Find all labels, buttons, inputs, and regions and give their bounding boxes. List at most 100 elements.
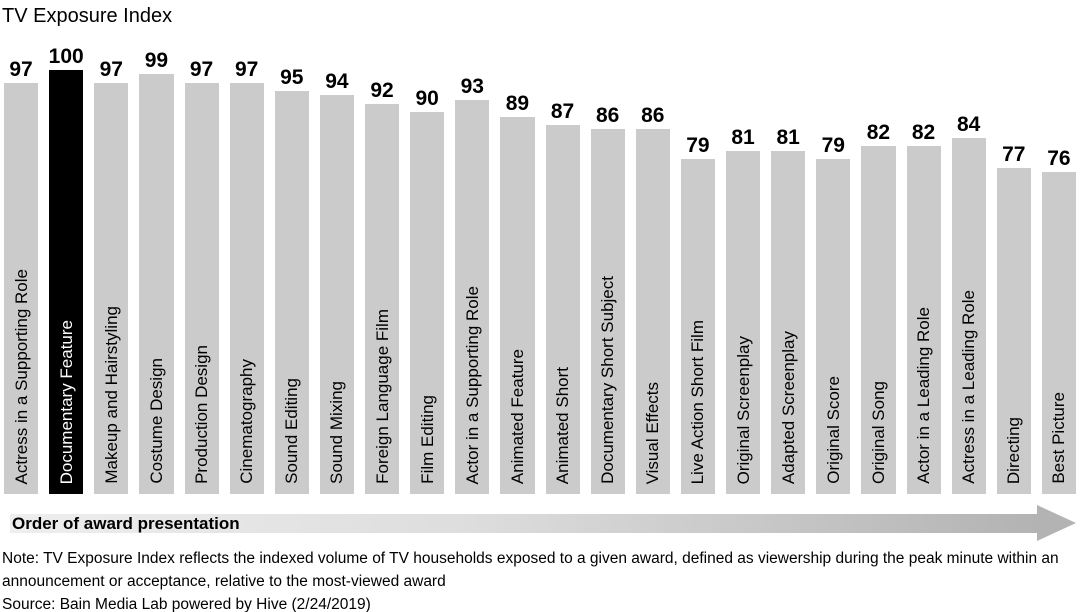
bar-category-label: Actress in a Leading Role [959, 290, 979, 484]
bar: Original Screenplay [726, 151, 761, 494]
order-of-presentation-arrowhead-icon [1037, 505, 1076, 541]
bar: Animated Feature [500, 117, 535, 494]
bar-slot: 81 Original Screenplay [726, 126, 761, 494]
bar: Sound Editing [274, 91, 309, 494]
bar-slot: 84 Actress in a Leading Role [951, 113, 986, 494]
bar-category-label: Visual Effects [643, 381, 663, 484]
bar-category-label: Original Screenplay [733, 335, 753, 484]
bar-slot: 90 Film Editing [410, 87, 445, 494]
bar-slot: 97 Production Design [184, 58, 219, 494]
bar-category-label: Animated Short [553, 366, 573, 484]
bar-category-label: Directing [1004, 416, 1024, 484]
bar: Live Action Short Film [680, 159, 715, 494]
bar: Directing [996, 168, 1031, 494]
note-line-2: announcement or acceptance, relative to … [2, 573, 446, 590]
bar-value-label: 81 [731, 126, 755, 149]
bar: Actor in a Supporting Role [455, 100, 490, 494]
bar-slot: 86 Documentary Short Subject [590, 104, 625, 494]
bar-category-label: Production Design [192, 345, 212, 484]
bar-value-label: 92 [370, 79, 394, 102]
bar-value-label: 82 [866, 121, 891, 144]
bar-slot: 79 Live Action Short Film [680, 134, 715, 494]
bar-category-label: Makeup and Hairstyling [101, 306, 121, 484]
bar: Cinematography [229, 83, 264, 494]
bar-value-label: 84 [957, 113, 981, 136]
chart-title: TV Exposure Index [2, 5, 173, 27]
x-axis-label: Order of award presentation [12, 513, 240, 533]
bar-category-label: Foreign Language Film [372, 309, 392, 484]
bar-value-label: 81 [776, 126, 800, 149]
bar-category-label: Cinematography [237, 359, 257, 484]
bar-value-label: 86 [641, 104, 665, 127]
bar-chart-plot-area: 97 Actress in a Supporting Role 100 Documen… [4, 0, 1076, 494]
bar-slot: 76 Best Picture [1041, 147, 1076, 494]
bar: Documentary Short Subject [590, 129, 625, 494]
bar-value-label: 97 [99, 58, 123, 81]
bar-slot: 82 Original Song [861, 121, 896, 494]
bar-category-label: Actor in a Supporting Role [462, 285, 482, 484]
bar-category-label: Sound Editing [282, 378, 302, 484]
bar: Actress in a Leading Role [951, 138, 986, 494]
bar: Costume Design [139, 74, 174, 494]
bar: Actor in a Leading Role [906, 146, 941, 494]
bar: Animated Short [545, 125, 580, 494]
bar-category-label: Original Song [868, 380, 888, 484]
bar-value-label: 86 [596, 104, 620, 127]
bar: Original Song [861, 146, 896, 494]
bar-value-label: 90 [415, 87, 439, 110]
bar-value-label: 79 [686, 134, 710, 157]
bar-slot: 82 Actor in a Leading Role [906, 121, 941, 494]
bar: Adapted Screenplay [771, 151, 806, 494]
note-line-1: Note: TV Exposure Index reflects the ind… [2, 550, 1059, 567]
bar-category-label: Film Editing [417, 395, 437, 484]
bar-category-label: Sound Mixing [327, 380, 347, 484]
bar-slot: 95 Sound Editing [274, 66, 309, 494]
bar-category-label: Documentary Short Subject [598, 276, 618, 484]
bar-value-label: 79 [821, 134, 845, 157]
bar-category-label: Actress in a Supporting Role [11, 268, 31, 484]
bar-slot: 89 Animated Feature [500, 92, 535, 494]
bar-slot: 92 Foreign Language Film [365, 79, 400, 494]
bar-slot: 81 Adapted Screenplay [771, 126, 806, 494]
bar-category-label: Documentary Feature [56, 319, 76, 484]
bar-value-label: 93 [460, 75, 484, 98]
bar-slot: 100 Documentary Feature [49, 46, 84, 494]
bar-value-label: 82 [911, 121, 936, 144]
bar-value-label: 77 [1002, 143, 1026, 166]
bar-category-label: Original Score [823, 376, 843, 484]
bar-value-label: 89 [505, 92, 530, 115]
bar: Original Score [816, 159, 851, 494]
bar-category-label: Animated Feature [507, 348, 527, 484]
bar-slot: 77 Directing [996, 143, 1031, 494]
bar: Foreign Language Film [365, 104, 400, 494]
bar-slot: 97 Cinematography [229, 59, 264, 494]
bar-value-label: 99 [144, 49, 169, 72]
bar: Actress in a Supporting Role [4, 83, 39, 494]
bar-highlighted: Documentary Feature [49, 70, 84, 494]
order-of-presentation-arrow-shaft [10, 514, 1037, 533]
bar: Production Design [184, 83, 219, 494]
bar: Best Picture [1041, 172, 1076, 494]
bar-value-label: 97 [189, 58, 214, 81]
bar: Sound Mixing [319, 95, 354, 494]
bar-slot: 99 Costume Design [139, 49, 174, 494]
bar-value-label: 76 [1047, 147, 1071, 170]
bar-slot: 86 Visual Effects [635, 104, 670, 494]
bar-category-label: Live Action Short Film [688, 319, 708, 484]
bar-category-label: Adapted Screenplay [778, 330, 798, 484]
bar-slot: 79 Original Score [816, 134, 851, 494]
bar: Makeup and Hairstyling [94, 83, 129, 494]
bar: Visual Effects [635, 129, 670, 494]
bar-value-label: 97 [9, 58, 33, 81]
bar-slot: 97 Actress in a Supporting Role [4, 58, 39, 494]
bar-value-label: 87 [550, 100, 575, 123]
bar-category-label: Actor in a Leading Role [914, 307, 934, 484]
bar-value-label: 94 [325, 70, 349, 93]
bar-slot: 97 Makeup and Hairstyling [94, 58, 129, 494]
footnotes: Note: TV Exposure Index reflects the ind… [2, 547, 1059, 612]
bar: Film Editing [410, 112, 445, 494]
bar-slot: 93 Actor in a Supporting Role [455, 75, 490, 494]
source-line: Source: Bain Media Lab powered by Hive (… [2, 596, 371, 612]
bar-category-label: Best Picture [1049, 392, 1069, 484]
bar-value-label: 95 [280, 66, 304, 89]
